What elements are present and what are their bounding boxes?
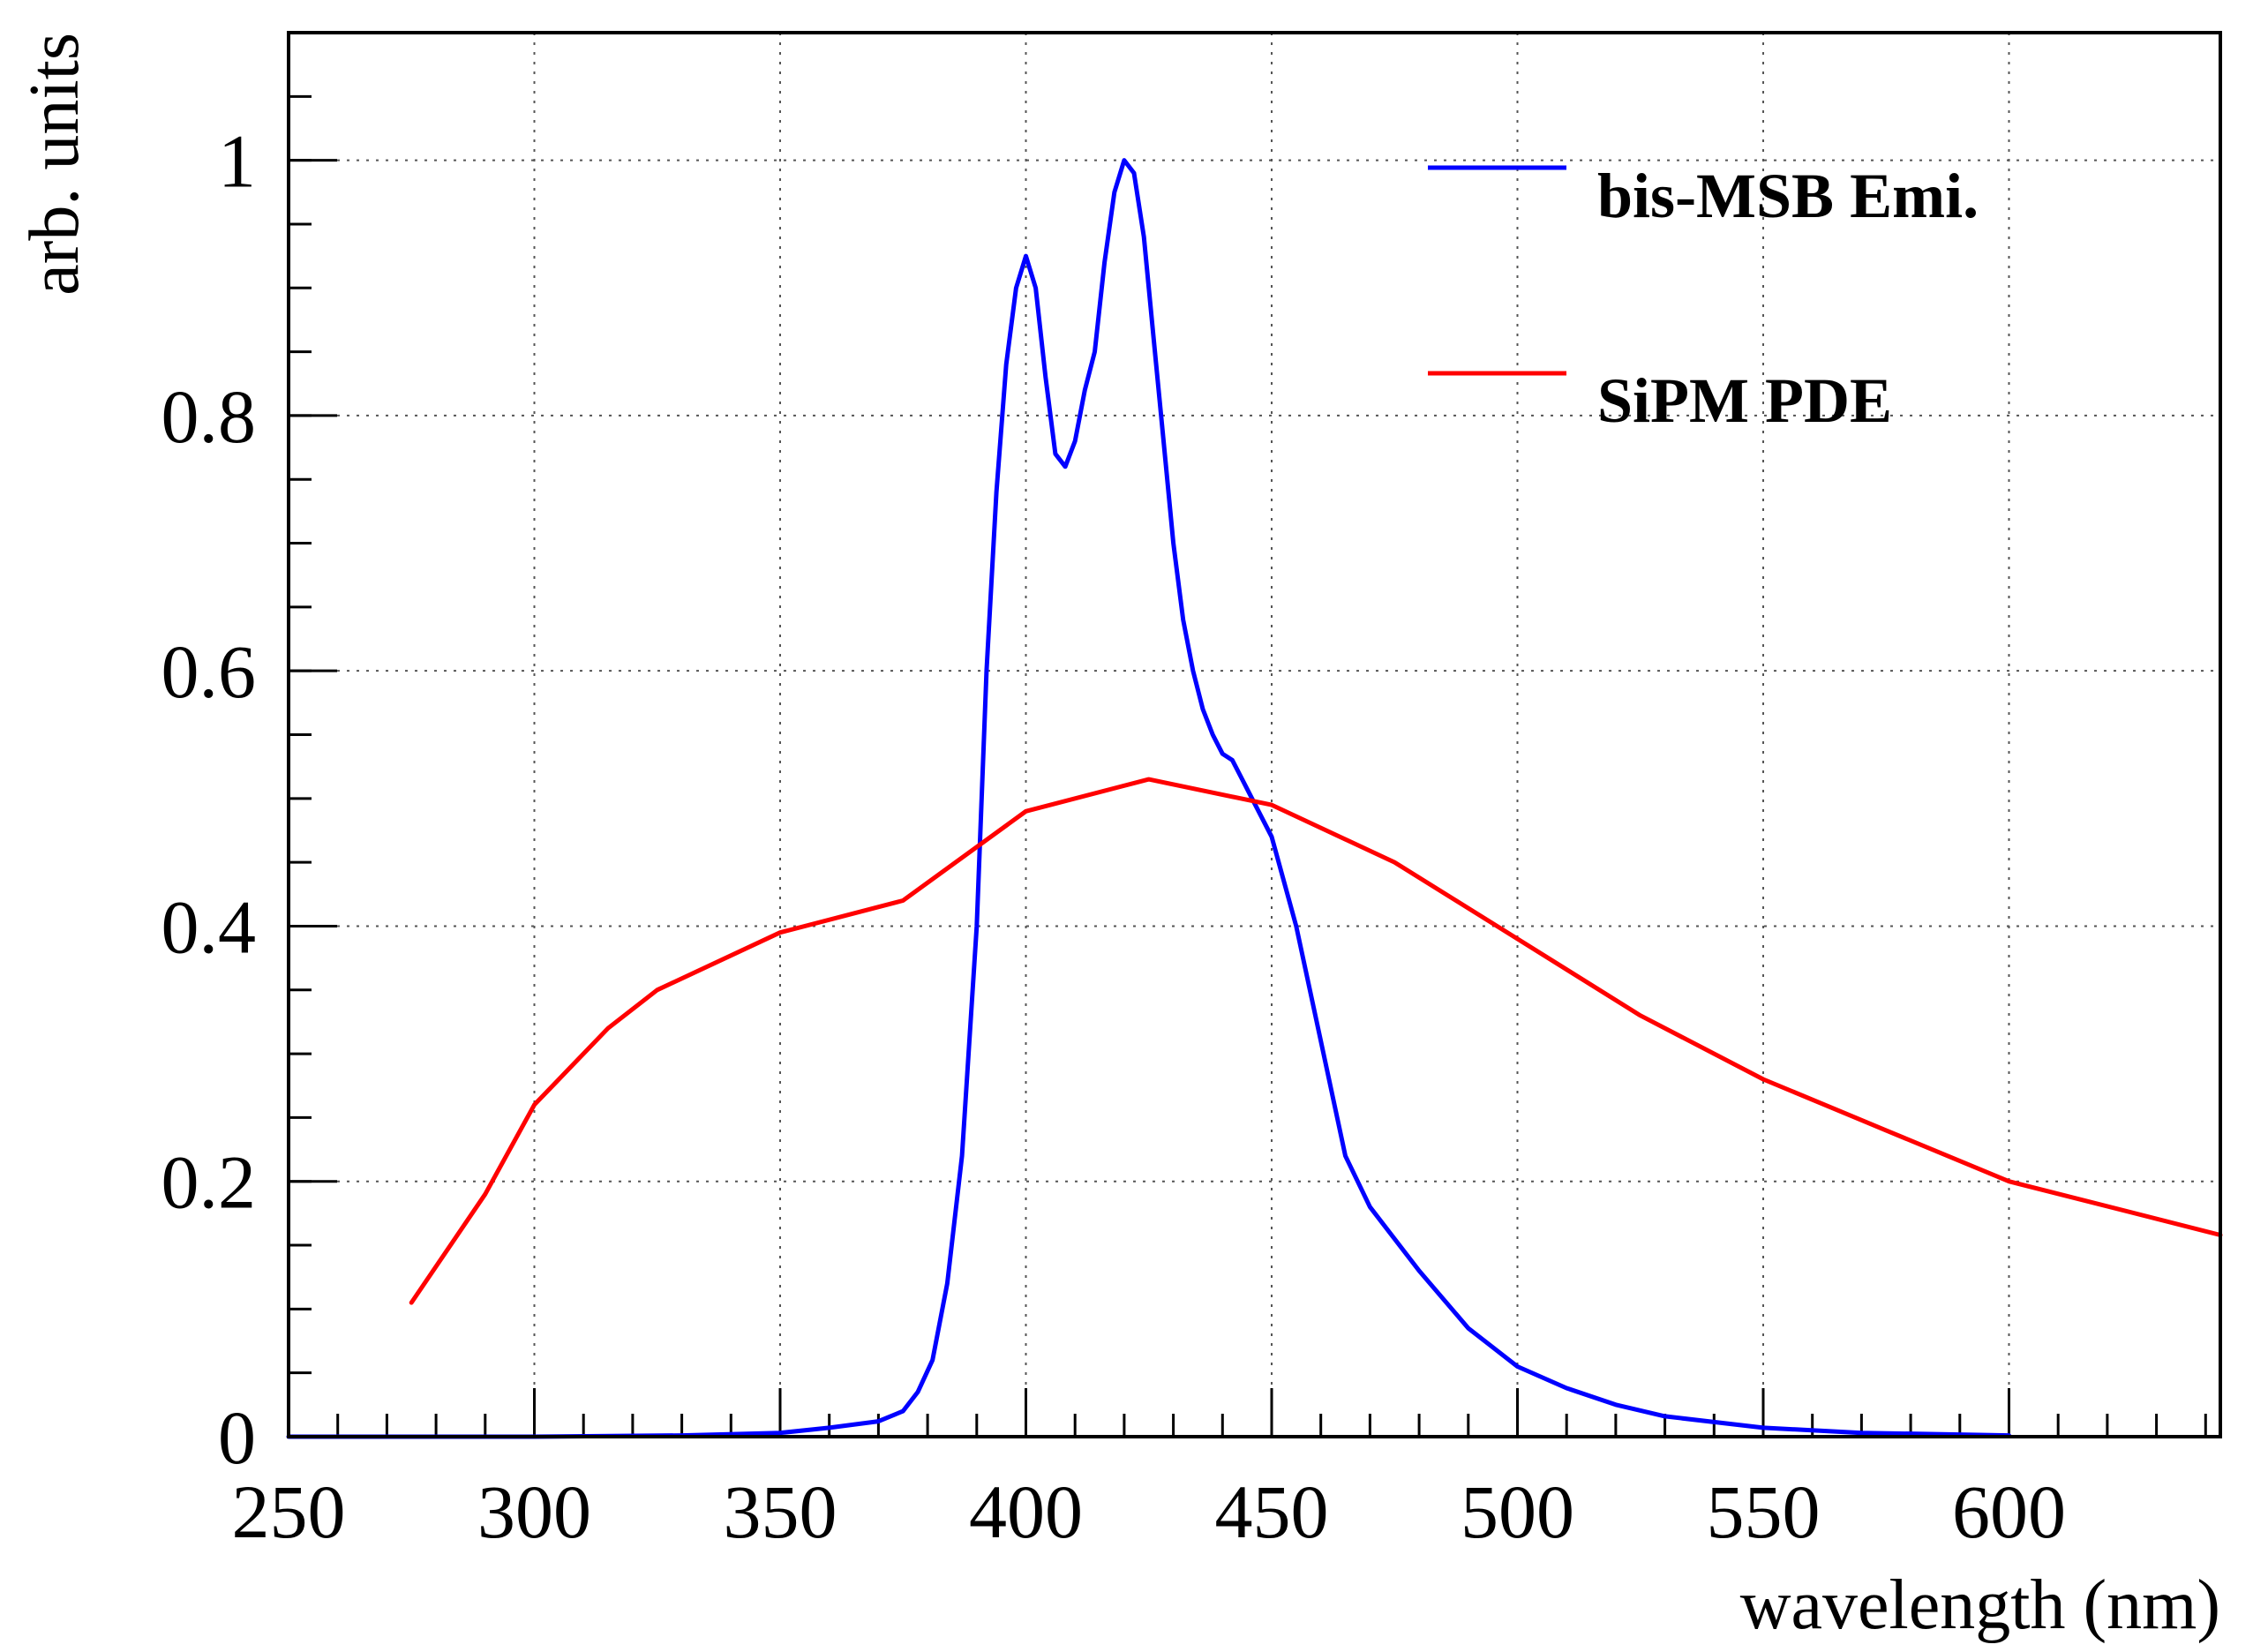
series-line-bis-msb-emi — [286, 158, 2011, 1439]
legend: bis-MSB Emi. SiPM PDE — [1428, 161, 1979, 436]
plot-series — [286, 158, 2223, 1439]
x-tick-label-500: 500 — [1461, 1469, 1574, 1554]
major-ticks — [287, 159, 2010, 1438]
x-tick-labels: 250 300 350 400 450 500 550 600 — [232, 1469, 2066, 1554]
x-tick-label-600: 600 — [1952, 1469, 2066, 1554]
x-tick-label-300: 300 — [477, 1469, 591, 1554]
x-tick-label-450: 450 — [1214, 1469, 1328, 1554]
y-axis-title: arb. units — [16, 33, 94, 296]
y-tick-label-0.6: 0.6 — [161, 629, 257, 714]
y-tick-label-0: 0 — [218, 1395, 256, 1480]
x-tick-label-350: 350 — [723, 1469, 837, 1554]
grid — [289, 33, 2220, 1437]
series-line-sipm-pde — [409, 777, 2223, 1305]
y-tick-label-0.8: 0.8 — [161, 374, 257, 459]
x-tick-label-250: 250 — [232, 1469, 346, 1554]
x-tick-label-400: 400 — [969, 1469, 1083, 1554]
legend-label-bis-msb: bis-MSB Emi. — [1597, 161, 1979, 231]
x-tick-label-550: 550 — [1706, 1469, 1820, 1554]
y-tick-label-1: 1 — [218, 119, 256, 204]
y-tick-label-0.4: 0.4 — [161, 884, 257, 969]
plot-frame — [287, 31, 2222, 1438]
legend-label-sipm-pde: SiPM PDE — [1597, 365, 1892, 436]
minor-ticks — [287, 31, 2207, 1438]
y-tick-label-0.2: 0.2 — [161, 1140, 257, 1225]
y-tick-labels: 0 0.2 0.4 0.6 0.8 1 — [161, 119, 257, 1480]
x-axis-title: wavelength (nm) — [1740, 1566, 2220, 1644]
